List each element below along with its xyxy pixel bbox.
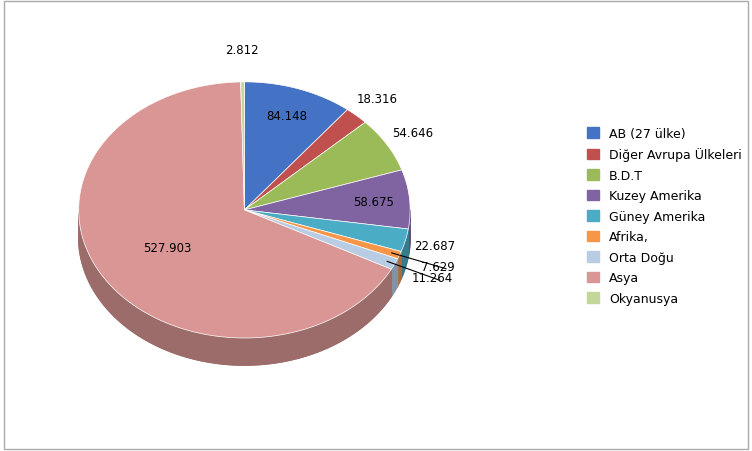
Text: 527.903: 527.903 bbox=[143, 241, 191, 254]
Polygon shape bbox=[79, 214, 391, 365]
Legend: AB (27 ülke), Diğer Avrupa Ülkeleri, B.D.T, Kuzey Amerika, Güney Amerika, Afrika: AB (27 ülke), Diğer Avrupa Ülkeleri, B.D… bbox=[582, 123, 747, 310]
Polygon shape bbox=[79, 110, 410, 365]
Text: 7.629: 7.629 bbox=[421, 260, 455, 273]
Polygon shape bbox=[244, 83, 347, 211]
Polygon shape bbox=[244, 110, 365, 211]
Text: 18.316: 18.316 bbox=[356, 93, 397, 106]
Polygon shape bbox=[244, 211, 408, 252]
Text: 11.264: 11.264 bbox=[411, 272, 453, 285]
Text: 58.675: 58.675 bbox=[353, 196, 393, 208]
Polygon shape bbox=[241, 83, 244, 211]
Polygon shape bbox=[408, 211, 410, 257]
Polygon shape bbox=[391, 259, 398, 297]
Polygon shape bbox=[244, 170, 410, 230]
Text: 2.812: 2.812 bbox=[226, 44, 259, 57]
Polygon shape bbox=[401, 230, 408, 279]
Text: 22.687: 22.687 bbox=[414, 240, 455, 253]
Text: 54.646: 54.646 bbox=[392, 127, 433, 140]
Polygon shape bbox=[244, 211, 398, 270]
Text: 84.148: 84.148 bbox=[266, 110, 308, 123]
Polygon shape bbox=[244, 211, 401, 259]
Polygon shape bbox=[79, 83, 391, 338]
Polygon shape bbox=[244, 123, 402, 211]
Polygon shape bbox=[398, 252, 401, 286]
